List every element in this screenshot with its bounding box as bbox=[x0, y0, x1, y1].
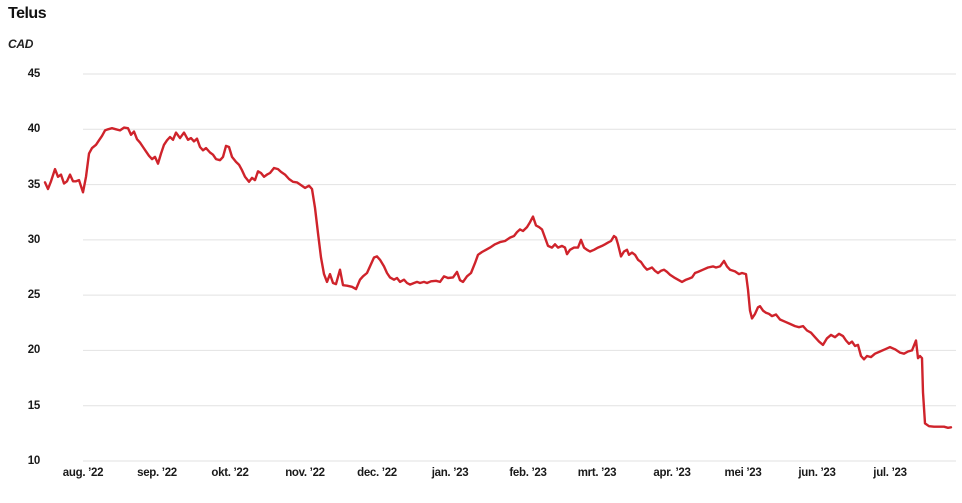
x-axis-tick-label-8: apr. ’23 bbox=[653, 467, 691, 479]
y-axis-tick-label-40: 40 bbox=[27, 123, 41, 136]
x-axis-tick-label-4: dec. ’22 bbox=[357, 467, 397, 479]
y-axis-tick-label-15: 15 bbox=[27, 399, 41, 412]
x-axis-tick-label-6: feb. ’23 bbox=[509, 467, 547, 479]
y-axis-tick-label-10: 10 bbox=[27, 454, 41, 467]
y-axis-tick-label-45: 45 bbox=[27, 68, 41, 80]
y-axis-tick-label-20: 20 bbox=[27, 344, 41, 357]
y-axis-tick-label-35: 35 bbox=[27, 178, 41, 191]
x-axis-tick-label-11: jul. ’23 bbox=[873, 467, 907, 479]
x-axis-tick-label-10: jun. ’23 bbox=[798, 467, 836, 479]
x-axis-tick-label-1: sep. ’22 bbox=[137, 467, 177, 479]
x-axis-tick-label-7: mrt. ’23 bbox=[577, 467, 617, 479]
x-axis-tick-label-5: jan. ’23 bbox=[431, 467, 469, 479]
price-line bbox=[43, 126, 953, 429]
currency-unit-label: CAD bbox=[8, 37, 34, 51]
x-axis-tick-label-0: aug. ’22 bbox=[62, 467, 104, 479]
chart-title: Telus bbox=[8, 5, 47, 22]
y-axis-tick-label-25: 25 bbox=[27, 289, 41, 302]
x-axis-tick-label-2: okt. ’22 bbox=[211, 467, 249, 479]
y-axis-tick-label-30: 30 bbox=[27, 233, 41, 246]
x-axis-tick-label-3: nov. ’22 bbox=[285, 467, 325, 479]
x-axis-tick-label-9: mei ’23 bbox=[724, 467, 762, 479]
